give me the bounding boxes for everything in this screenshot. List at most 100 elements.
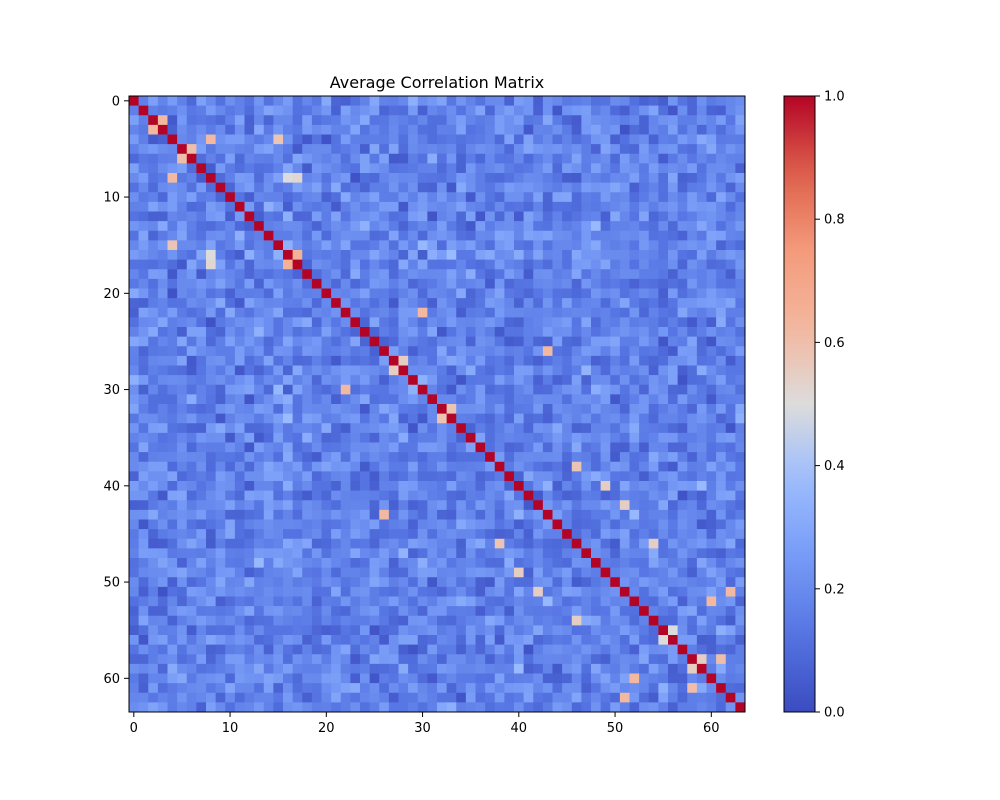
heatmap-cell (437, 625, 447, 636)
heatmap-cell (283, 500, 293, 511)
heatmap-cell (331, 673, 342, 684)
heatmap-cell (514, 278, 524, 289)
heatmap-cell (196, 432, 207, 443)
heatmap-cell (186, 500, 197, 511)
heatmap-cell (360, 336, 370, 347)
heatmap-cell (571, 432, 582, 443)
heatmap-cell (177, 461, 188, 472)
heatmap-cell (273, 298, 284, 309)
heatmap-cell (504, 250, 515, 260)
heatmap-cell (148, 529, 159, 540)
heatmap-cell (716, 481, 727, 491)
heatmap-cell (725, 394, 736, 405)
heatmap-cell (706, 490, 717, 501)
heatmap-cell (263, 577, 274, 588)
heatmap-cell (465, 509, 476, 520)
heatmap-cell (542, 365, 553, 376)
heatmap-cell (244, 134, 255, 145)
heatmap-cell (485, 606, 496, 617)
heatmap-cell (465, 124, 476, 135)
heatmap-cell (408, 317, 419, 328)
heatmap-cell (591, 413, 601, 424)
heatmap-cell (263, 692, 274, 703)
heatmap-cell (533, 442, 544, 453)
heatmap-cell (687, 500, 698, 511)
heatmap-cell (350, 615, 361, 626)
heatmap-cell (398, 567, 409, 578)
heatmap-cell (408, 394, 419, 405)
heatmap-cell (523, 269, 534, 280)
heatmap-cell (658, 375, 669, 386)
heatmap-cell (311, 230, 322, 241)
heatmap-cell (244, 259, 255, 270)
heatmap-cell (600, 307, 611, 318)
heatmap-cell (157, 192, 168, 203)
heatmap-cell (600, 96, 611, 106)
heatmap-cell (668, 298, 678, 309)
heatmap-cell (677, 596, 688, 607)
x-tick-label: 10 (222, 721, 239, 736)
heatmap-cell (360, 278, 370, 289)
heatmap-cell (321, 683, 332, 694)
heatmap-cell (360, 606, 370, 617)
heatmap-cell (167, 307, 178, 318)
heatmap-cell (263, 115, 274, 126)
heatmap-cell (658, 96, 669, 106)
heatmap-cell (408, 115, 419, 126)
heatmap-cell (639, 481, 650, 491)
heatmap-cell (129, 115, 139, 126)
heatmap-cell (639, 644, 650, 655)
heatmap-cell (735, 423, 746, 434)
heatmap-cell (456, 452, 467, 463)
heatmap-cell (658, 702, 669, 713)
heatmap-cell (533, 509, 544, 520)
heatmap-cell (677, 538, 688, 549)
heatmap-cell (639, 384, 650, 395)
heatmap-cell (234, 182, 245, 193)
heatmap-cell (562, 673, 573, 684)
heatmap-cell (619, 144, 630, 155)
heatmap-cell (668, 384, 678, 395)
heatmap-cell (533, 702, 544, 713)
heatmap-cell (648, 577, 659, 588)
heatmap-cell (129, 558, 139, 568)
heatmap-cell (138, 490, 149, 501)
heatmap-cell (206, 269, 216, 280)
heatmap-cell (177, 481, 188, 491)
heatmap-cell (619, 115, 630, 126)
heatmap-cell (668, 577, 678, 588)
heatmap-cell (475, 452, 486, 463)
heatmap-cell (610, 567, 621, 578)
heatmap-cell (523, 461, 534, 472)
heatmap-cell (196, 529, 207, 540)
heatmap-cell (696, 558, 707, 568)
heatmap-cell (157, 173, 168, 183)
heatmap-cell (244, 596, 255, 607)
heatmap-cell (206, 259, 216, 270)
heatmap-cell (677, 278, 688, 289)
heatmap-cell (677, 692, 688, 703)
heatmap-cell (465, 586, 476, 597)
heatmap-cell (542, 96, 553, 106)
heatmap-cell (417, 654, 428, 665)
heatmap-cell (273, 471, 284, 482)
heatmap-cell (437, 105, 447, 116)
heatmap-cell (254, 221, 265, 232)
heatmap-cell (533, 115, 544, 126)
heatmap-cell (523, 278, 534, 289)
heatmap-cell (206, 240, 216, 251)
heatmap-cell (446, 586, 457, 597)
heatmap-cell (523, 384, 534, 395)
heatmap-cell (138, 663, 149, 674)
heatmap-cell (687, 452, 698, 463)
heatmap-cell (148, 519, 159, 530)
heatmap-cell (311, 490, 322, 501)
heatmap-cell (465, 327, 476, 337)
heatmap-cell (668, 201, 678, 212)
heatmap-cell (263, 423, 274, 434)
heatmap-cell (321, 327, 332, 337)
heatmap-cell (138, 298, 149, 309)
heatmap-cell (196, 548, 207, 559)
heatmap-cell (629, 606, 640, 617)
heatmap-cell (735, 211, 746, 222)
